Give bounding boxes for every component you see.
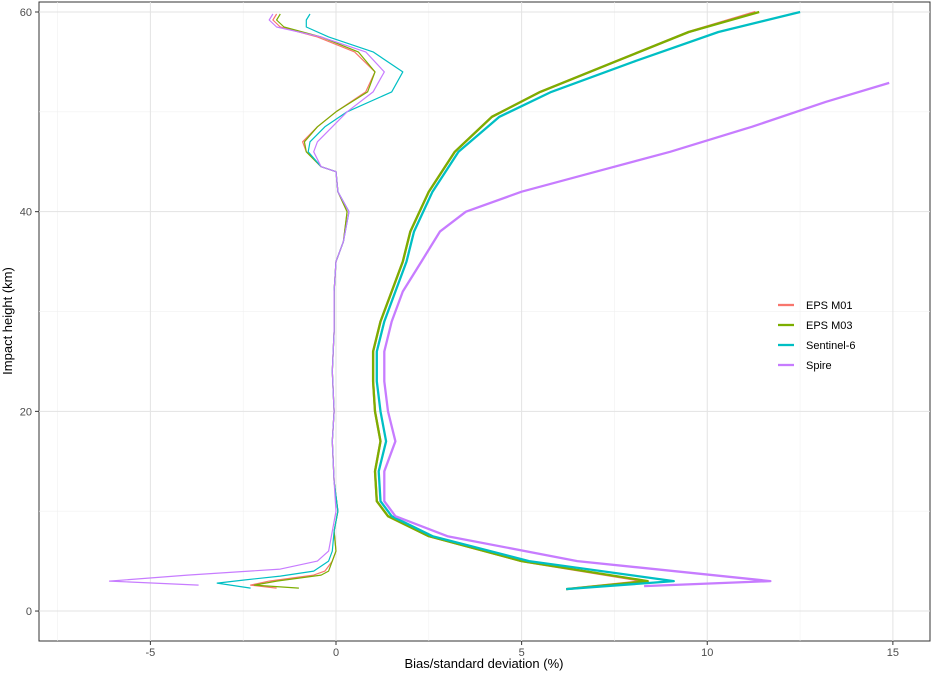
x-tick-label: 15 — [887, 647, 899, 659]
x-axis-title: Bias/standard deviation (%) — [405, 656, 564, 671]
y-axis-title: Impact height (km) — [0, 267, 15, 375]
series-sentinel-6-std-line — [375, 10, 801, 591]
legend-label: EPS M01 — [806, 300, 852, 312]
grid-lines — [39, 2, 930, 641]
legend-label: Spire — [806, 360, 832, 372]
y-tick-label: 40 — [20, 207, 32, 219]
y-tick-label: 0 — [26, 606, 32, 618]
x-tick-label: 5 — [519, 647, 525, 659]
series-spire-std-line — [383, 81, 890, 588]
x-tick-label: -5 — [145, 647, 155, 659]
x-tick-label: 0 — [333, 647, 339, 659]
legend-label: EPS M03 — [806, 320, 852, 332]
plot-panel — [38, 1, 931, 642]
series-eps-m03-std-line — [371, 10, 760, 591]
legend-label: Sentinel-6 — [806, 340, 856, 352]
y-tick-label: 60 — [20, 7, 32, 19]
y-tick-label: 20 — [20, 406, 32, 418]
x-tick-label: 10 — [701, 647, 713, 659]
series-spire-bias-line — [108, 13, 385, 586]
series-layer — [108, 10, 890, 591]
axis-ticks: -5 0 5 10 15 0 20 40 60 — [20, 7, 899, 659]
legend: EPS M01 EPS M03 Sentinel-6 Spire — [778, 300, 856, 372]
